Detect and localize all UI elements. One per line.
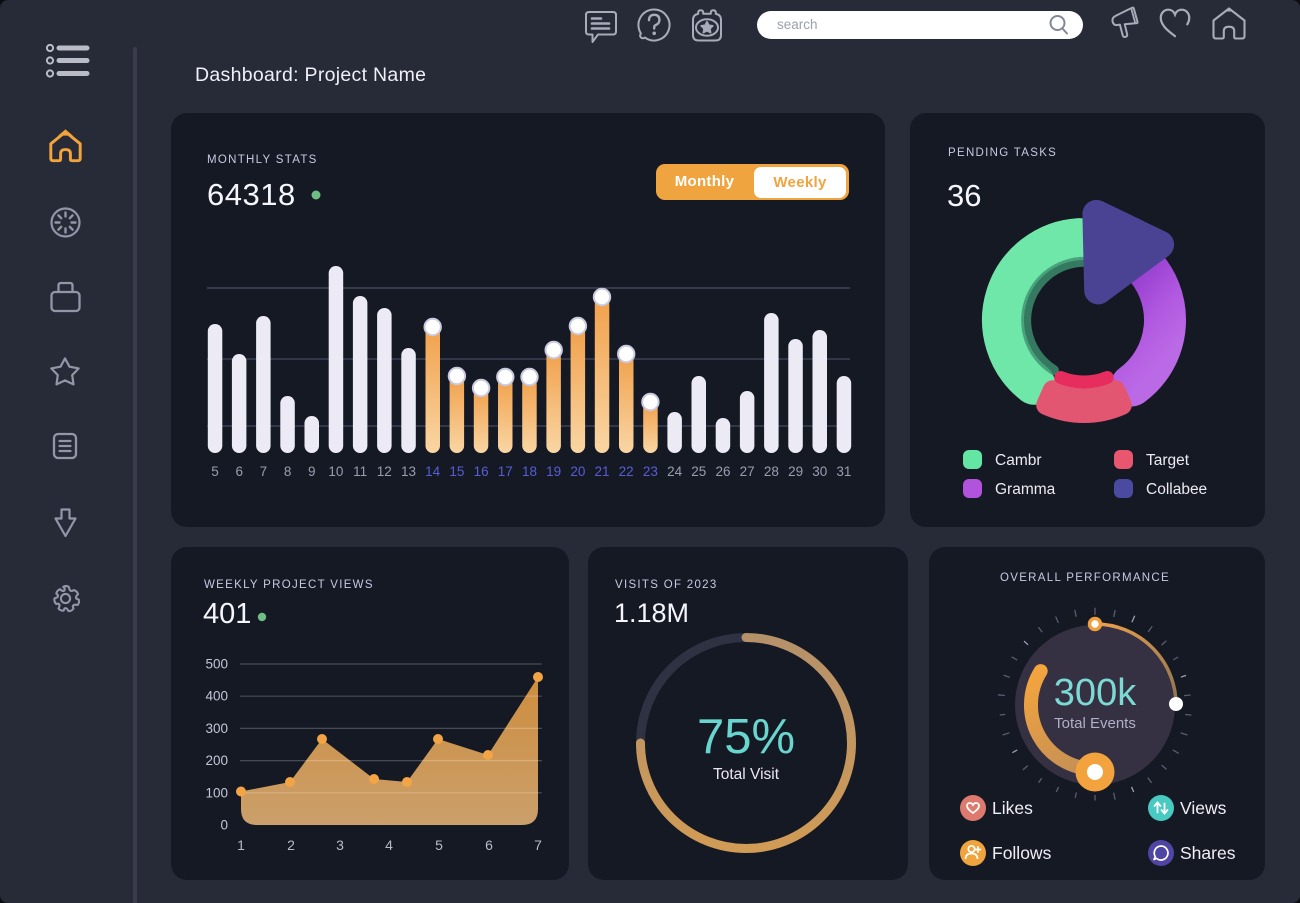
svg-text:Likes: Likes bbox=[992, 798, 1033, 818]
svg-text:14: 14 bbox=[425, 464, 441, 479]
svg-text:26: 26 bbox=[715, 464, 730, 479]
svg-text:200: 200 bbox=[205, 753, 228, 768]
svg-text:Views: Views bbox=[1180, 798, 1227, 818]
svg-text:9: 9 bbox=[308, 464, 316, 479]
svg-text:6: 6 bbox=[235, 464, 243, 479]
svg-text:Cambr: Cambr bbox=[995, 452, 1042, 469]
svg-text:25: 25 bbox=[691, 464, 706, 479]
svg-text:MONTHLY STATS: MONTHLY STATS bbox=[207, 154, 318, 166]
svg-text:11: 11 bbox=[353, 464, 367, 479]
svg-text:0: 0 bbox=[220, 818, 228, 833]
svg-text:7: 7 bbox=[260, 464, 268, 479]
svg-text:10: 10 bbox=[328, 464, 343, 479]
svg-text:75%: 75% bbox=[697, 710, 795, 764]
svg-text:5: 5 bbox=[435, 837, 443, 853]
svg-text:500: 500 bbox=[205, 657, 228, 672]
svg-text:Total Events: Total Events bbox=[1054, 715, 1136, 732]
svg-text:30: 30 bbox=[812, 464, 827, 479]
svg-text:400: 400 bbox=[205, 689, 228, 704]
svg-text:3: 3 bbox=[336, 837, 344, 853]
svg-text:15: 15 bbox=[449, 464, 464, 479]
svg-text:19: 19 bbox=[546, 464, 561, 479]
svg-text:8: 8 bbox=[284, 464, 292, 479]
svg-text:Target: Target bbox=[1146, 452, 1190, 469]
svg-text:28: 28 bbox=[764, 464, 779, 479]
svg-text:Collabee: Collabee bbox=[1146, 481, 1207, 498]
svg-text:Follows: Follows bbox=[992, 843, 1052, 863]
svg-text:100: 100 bbox=[205, 785, 228, 800]
svg-text:12: 12 bbox=[377, 464, 392, 479]
svg-text:31: 31 bbox=[836, 464, 851, 479]
svg-text:27: 27 bbox=[740, 464, 755, 479]
svg-text:24: 24 bbox=[667, 464, 683, 479]
svg-text:23: 23 bbox=[643, 464, 658, 479]
svg-text:2: 2 bbox=[287, 837, 295, 853]
svg-text:1: 1 bbox=[237, 837, 245, 853]
svg-text:22: 22 bbox=[619, 464, 634, 479]
svg-text:1.18M: 1.18M bbox=[614, 598, 689, 628]
svg-text:6: 6 bbox=[485, 837, 493, 853]
svg-text:300: 300 bbox=[205, 721, 228, 736]
svg-text:17: 17 bbox=[498, 464, 513, 479]
svg-text:WEEKLY PROJECT VIEWS: WEEKLY PROJECT VIEWS bbox=[204, 579, 374, 591]
svg-text:Shares: Shares bbox=[1180, 843, 1236, 863]
svg-text:PENDING TASKS: PENDING TASKS bbox=[948, 147, 1057, 159]
svg-text:Gramma: Gramma bbox=[995, 481, 1056, 498]
svg-text:5: 5 bbox=[211, 464, 219, 479]
svg-text:OVERALL PERFORMANCE: OVERALL PERFORMANCE bbox=[1000, 572, 1170, 584]
svg-text:401: 401 bbox=[203, 598, 251, 630]
svg-text:64318: 64318 bbox=[207, 177, 296, 212]
svg-text:13: 13 bbox=[401, 464, 416, 479]
svg-text:7: 7 bbox=[534, 837, 542, 853]
svg-text:4: 4 bbox=[385, 837, 393, 853]
svg-text:16: 16 bbox=[474, 464, 489, 479]
svg-text:29: 29 bbox=[788, 464, 803, 479]
svg-text:18: 18 bbox=[522, 464, 537, 479]
svg-text:21: 21 bbox=[594, 464, 609, 479]
svg-text:20: 20 bbox=[570, 464, 585, 479]
svg-text:36: 36 bbox=[947, 178, 981, 213]
svg-text:VISITS OF 2023: VISITS OF 2023 bbox=[615, 579, 718, 591]
svg-text:Total Visit: Total Visit bbox=[713, 766, 780, 783]
svg-text:300k: 300k bbox=[1054, 672, 1137, 714]
